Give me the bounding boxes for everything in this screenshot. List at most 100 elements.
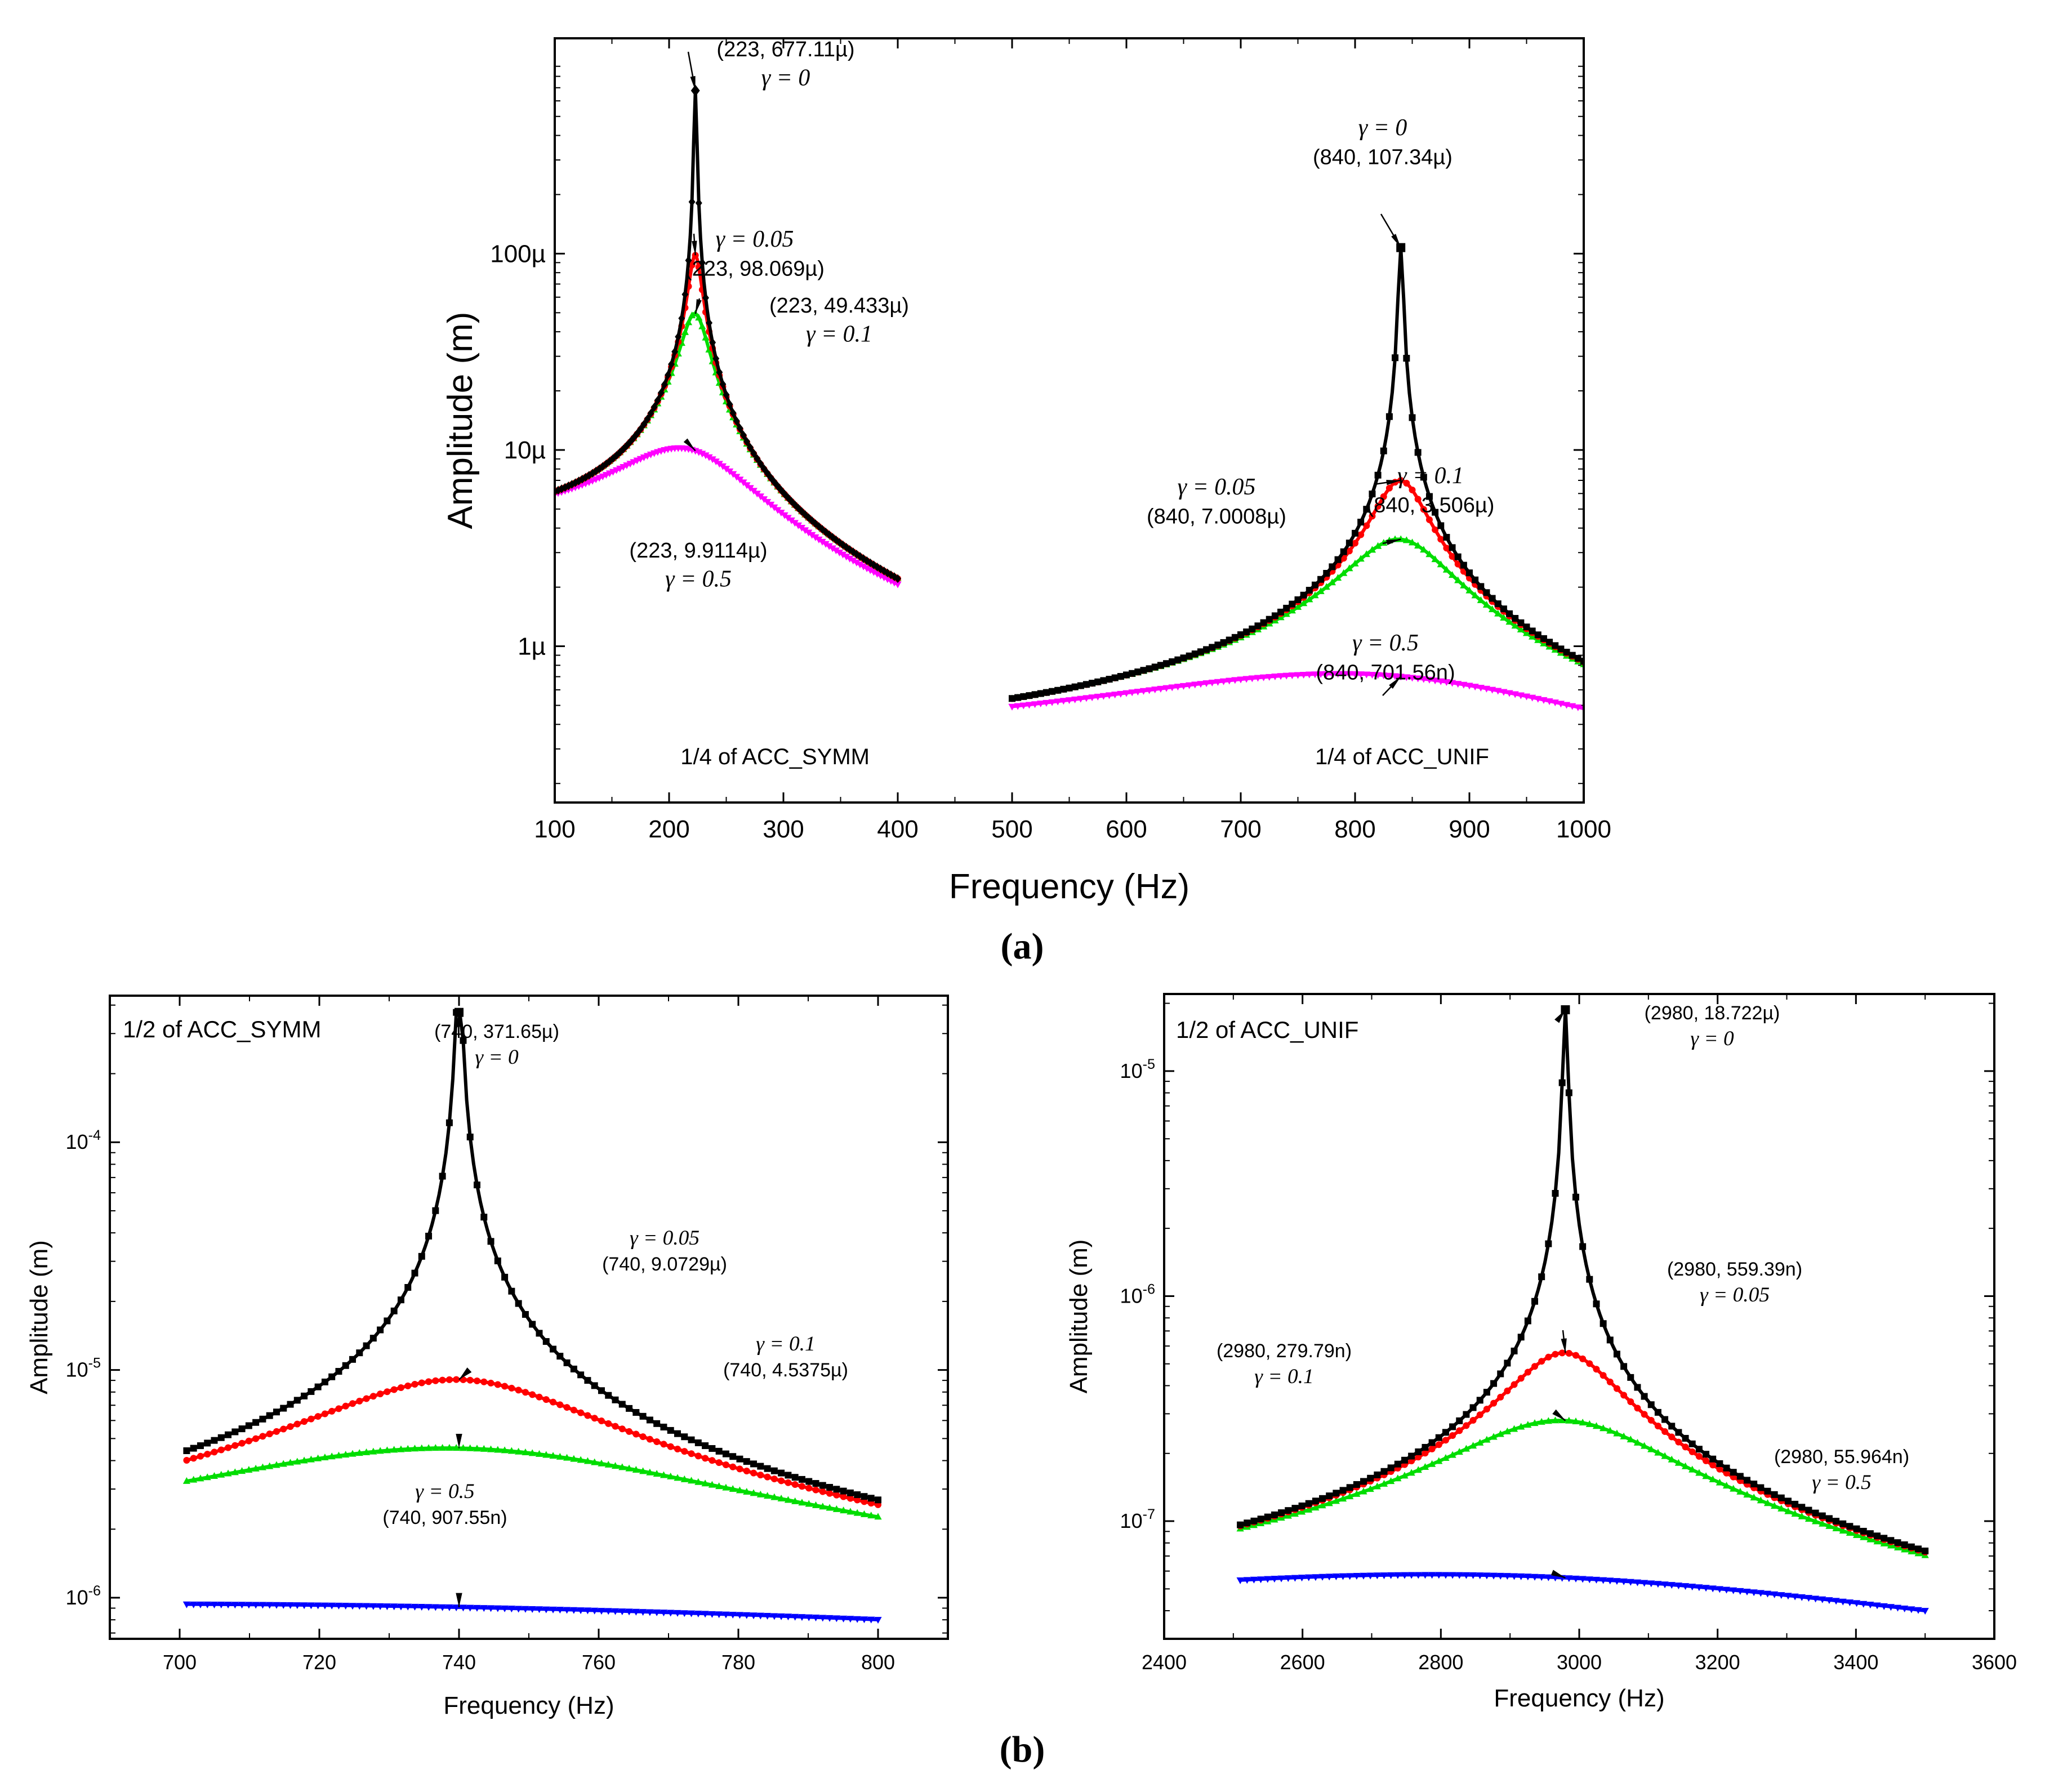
data-point xyxy=(1071,683,1079,690)
data-point xyxy=(646,1436,653,1443)
data-point xyxy=(404,1283,412,1291)
data-point xyxy=(1832,1524,1840,1532)
data-point xyxy=(674,1474,681,1481)
data-point xyxy=(280,1405,287,1412)
data-point xyxy=(1346,1573,1354,1580)
data-point xyxy=(1580,658,1584,665)
data-point xyxy=(1431,677,1439,685)
data-point xyxy=(487,1605,495,1612)
data-point xyxy=(1552,1189,1559,1197)
data-point xyxy=(328,1407,336,1415)
data-point xyxy=(1825,1515,1833,1522)
data-point xyxy=(1042,699,1050,707)
data-point xyxy=(1661,1428,1669,1436)
data-point xyxy=(661,380,668,389)
data-point xyxy=(307,1602,315,1610)
data-point xyxy=(832,1505,840,1512)
data-point xyxy=(715,1611,723,1619)
data-point xyxy=(688,1450,695,1457)
data-point xyxy=(1077,682,1084,689)
data-point xyxy=(1431,555,1439,563)
data-point xyxy=(1846,1529,1854,1536)
data-point xyxy=(854,1496,861,1504)
data-point xyxy=(570,1455,578,1462)
plot-frame xyxy=(1163,993,1995,1640)
data-point xyxy=(211,1448,218,1456)
data-point xyxy=(639,1433,647,1441)
data-point xyxy=(1477,596,1485,603)
data-point xyxy=(1511,1381,1518,1388)
data-point xyxy=(812,534,819,541)
data-point xyxy=(418,1252,425,1260)
data-point xyxy=(383,1446,391,1454)
data-point xyxy=(695,198,702,208)
data-point xyxy=(1716,1465,1723,1473)
data-point xyxy=(425,1604,433,1611)
data-point xyxy=(853,559,861,567)
data-point xyxy=(660,1441,667,1448)
data-point xyxy=(328,1373,336,1380)
series-markers-gamma-0.5 xyxy=(182,1601,882,1624)
data-point xyxy=(1352,529,1358,537)
data-point xyxy=(1318,1573,1326,1581)
data-point xyxy=(321,1602,329,1610)
chart-b2: 2400 2600 2800 3000 3200 3400 3600 10-7 10-6 10-5… xyxy=(1065,993,2017,1712)
data-point xyxy=(1585,1420,1593,1427)
data-point xyxy=(705,454,713,461)
data-point xyxy=(805,529,813,537)
data-point xyxy=(577,1371,585,1379)
data-point xyxy=(1323,570,1330,577)
plot-area xyxy=(555,84,1584,713)
annotation-gamma: γ = 0.1 xyxy=(1254,1365,1313,1388)
data-point xyxy=(1449,1451,1456,1458)
data-point xyxy=(1777,1592,1785,1599)
data-point xyxy=(1722,1586,1731,1594)
data-point xyxy=(1214,679,1222,686)
data-point xyxy=(764,469,771,478)
y-tick-label: 10-7 xyxy=(1120,1506,1155,1532)
data-point xyxy=(377,1326,384,1334)
data-point xyxy=(535,1606,543,1613)
data-point xyxy=(1009,695,1015,702)
data-point xyxy=(1134,689,1142,696)
data-point xyxy=(1703,1457,1710,1464)
data-point xyxy=(273,1408,280,1416)
data-point xyxy=(1531,1298,1539,1305)
data-point xyxy=(1437,560,1445,568)
data-point xyxy=(1298,1508,1306,1515)
data-point xyxy=(459,1604,467,1612)
data-point xyxy=(1688,1584,1696,1591)
data-point xyxy=(805,1614,813,1621)
data-point xyxy=(1443,534,1450,541)
data-point xyxy=(1285,1507,1292,1514)
data-point xyxy=(1654,1448,1662,1456)
data-point xyxy=(1661,1581,1669,1589)
data-point xyxy=(217,1470,225,1478)
data-point xyxy=(550,1345,557,1353)
data-point xyxy=(1716,1586,1723,1593)
data-point xyxy=(626,1405,633,1412)
data-point xyxy=(1540,635,1547,642)
data-point xyxy=(667,1610,675,1617)
annotation: γ = 0.05 (840, 7.0008µ) xyxy=(1147,474,1401,528)
data-point xyxy=(770,504,778,511)
data-point xyxy=(1387,1464,1394,1472)
y-tick-label: 10µ xyxy=(504,436,546,464)
data-point xyxy=(1249,625,1256,632)
data-point xyxy=(1186,682,1193,689)
data-point xyxy=(1219,678,1228,685)
data-point xyxy=(1482,601,1491,608)
data-point xyxy=(1428,1460,1436,1467)
data-point xyxy=(1565,1416,1573,1424)
data-point xyxy=(660,1610,668,1617)
data-point xyxy=(694,1478,702,1485)
data-point xyxy=(1237,676,1245,684)
data-point xyxy=(1811,1595,1820,1603)
data-point xyxy=(1123,671,1130,679)
data-point xyxy=(1805,1595,1813,1602)
data-point xyxy=(259,1463,267,1470)
data-point xyxy=(1360,1487,1367,1495)
data-point xyxy=(1031,701,1039,708)
data-point xyxy=(563,1359,571,1366)
data-point xyxy=(439,1604,447,1611)
